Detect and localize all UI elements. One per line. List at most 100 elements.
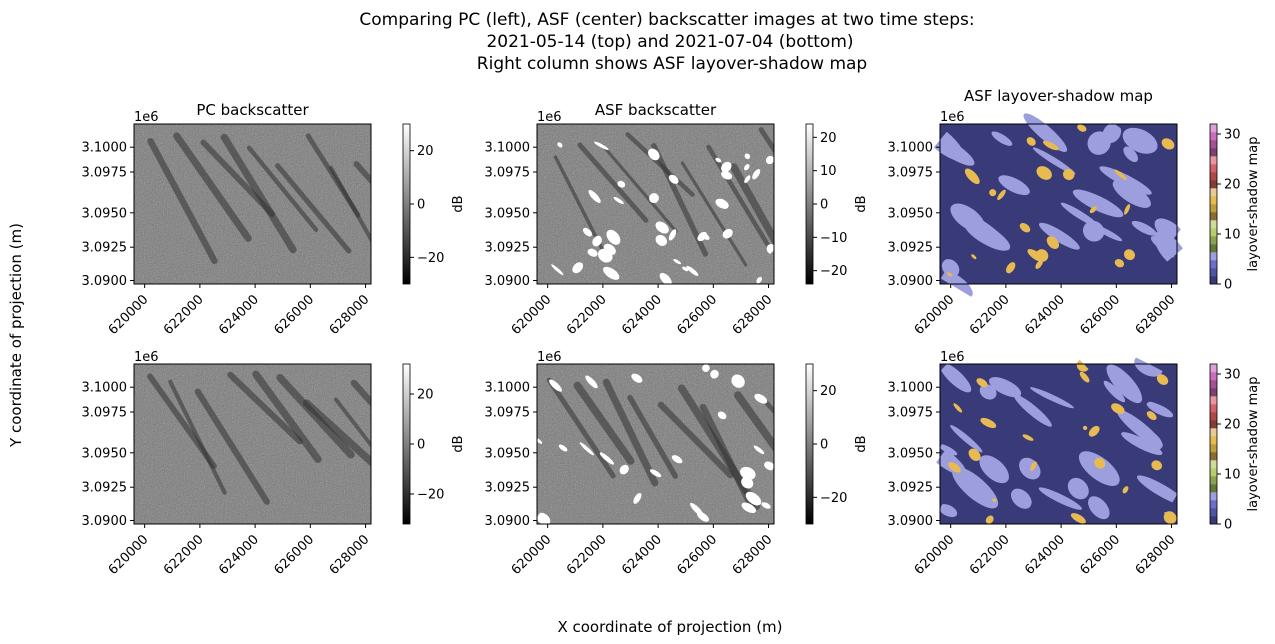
colorbar-swatch	[1210, 516, 1217, 525]
colorbar-tick-label: 0	[1224, 278, 1232, 293]
image-feature	[971, 254, 977, 260]
image-feature	[1146, 411, 1157, 421]
image-feature	[979, 384, 997, 400]
image-feature	[682, 266, 689, 272]
colorbar-tick-label: 10	[1224, 228, 1241, 243]
colorbar-tick-label: −20	[820, 264, 847, 279]
x-tick-label: 620000	[106, 532, 152, 578]
image-feature	[731, 374, 745, 388]
image-feature	[1131, 220, 1157, 236]
image-feature	[1102, 123, 1122, 144]
colorbar-swatch	[1210, 380, 1217, 389]
y-tick-label: 3.1000	[82, 381, 128, 396]
image-feature	[633, 492, 642, 504]
terrain-band	[651, 143, 709, 257]
terrain-band	[302, 399, 371, 467]
image-feature	[756, 276, 762, 284]
colorbar-tick-label: 20	[1224, 178, 1241, 193]
terrain-band	[246, 145, 319, 232]
y-tick-label: 3.0950	[485, 206, 531, 221]
image-feature	[1078, 451, 1120, 486]
image-feature	[572, 262, 584, 274]
x-tick-label: 626000	[271, 292, 317, 338]
image-feature	[1077, 124, 1087, 132]
image-feature	[673, 258, 682, 265]
image-feature	[1088, 496, 1110, 520]
image-feature	[649, 193, 659, 204]
colorbar-swatch	[1210, 140, 1217, 149]
image-feature	[671, 455, 683, 464]
image-feature	[702, 364, 710, 372]
image-feature	[1103, 380, 1126, 403]
image-feature	[594, 141, 609, 150]
colorbar: 30 20 10 0 layover-shadow map	[1209, 123, 1261, 293]
image-feature	[721, 161, 732, 173]
image-feature	[941, 259, 960, 277]
terrain-band	[680, 161, 748, 267]
panel-asf-bottom: 1e6 620000 622000 624000 626000 628000 3.1000 3…	[485, 350, 870, 578]
image-feature	[690, 502, 704, 517]
colorbar-tick-label: 10	[820, 164, 837, 179]
figure-title-line-3: Right column shows ASF layover-shadow ma…	[477, 54, 867, 74]
terrain-band	[706, 144, 772, 250]
y-tick-label: 3.0975	[485, 166, 531, 181]
colorbar-swatch	[1210, 204, 1217, 213]
x-tick-label: 626000	[674, 292, 720, 338]
y-tick-label: 3.0900	[485, 514, 531, 529]
image-feature	[1035, 249, 1049, 262]
colorbar-swatch	[1210, 508, 1217, 517]
terrain-band	[602, 378, 659, 487]
axis-offset-label: 1e6	[537, 110, 562, 125]
x-tick-label: 626000	[271, 532, 317, 578]
image-feature	[950, 424, 983, 453]
image-feature	[619, 464, 629, 475]
image-feature	[585, 375, 598, 389]
image-feature	[1164, 511, 1175, 523]
y-tick-label: 3.1000	[485, 381, 531, 396]
colorbar-tick-label: 30	[1224, 128, 1241, 143]
image-feature	[649, 469, 662, 478]
image-feature	[980, 417, 997, 429]
image-feature	[1122, 127, 1158, 154]
image-feature	[1088, 425, 1100, 437]
colorbar-swatch	[1210, 500, 1217, 509]
terrain-band	[350, 379, 371, 408]
backscatter-texture	[134, 124, 371, 284]
image-feature	[668, 229, 677, 241]
y-tick-label: 3.0925	[82, 241, 128, 256]
x-tick-label: 628000	[327, 292, 373, 338]
x-tick-label: 620000	[509, 292, 555, 338]
colorbar-swatch	[1210, 460, 1217, 469]
y-tick-label: 3.0975	[485, 406, 531, 421]
colorbar-swatch	[1210, 180, 1217, 189]
image-feature	[721, 170, 733, 180]
image-feature	[1094, 457, 1106, 469]
image-feature	[655, 221, 669, 234]
image-feature	[745, 491, 762, 506]
image-feature	[1123, 146, 1139, 163]
image-feature	[1035, 259, 1044, 269]
panel-title: ASF backscatter	[595, 101, 717, 119]
image-feature	[744, 175, 751, 184]
y-tick-label: 3.0975	[82, 406, 128, 421]
image-feature	[648, 148, 660, 161]
image-feature	[939, 504, 958, 518]
image-feature	[579, 442, 594, 456]
image-feature	[761, 502, 771, 509]
y-tick-label: 3.0900	[888, 274, 934, 289]
image-feature	[1019, 223, 1031, 233]
image-feature	[744, 164, 750, 171]
colorbar-tick-label: 20	[820, 131, 837, 146]
image-feature	[1063, 168, 1075, 181]
image-feature	[1114, 259, 1125, 268]
image-feature	[1111, 403, 1125, 414]
image-feature	[603, 266, 620, 280]
terrain-band	[328, 165, 371, 244]
image-feature	[558, 444, 568, 452]
terrain-band	[252, 370, 322, 463]
image-feature	[659, 272, 672, 286]
image-feature	[710, 369, 719, 379]
y-tick-label: 3.0900	[82, 514, 128, 529]
image-feature	[686, 265, 699, 276]
image-feature	[1082, 425, 1088, 431]
